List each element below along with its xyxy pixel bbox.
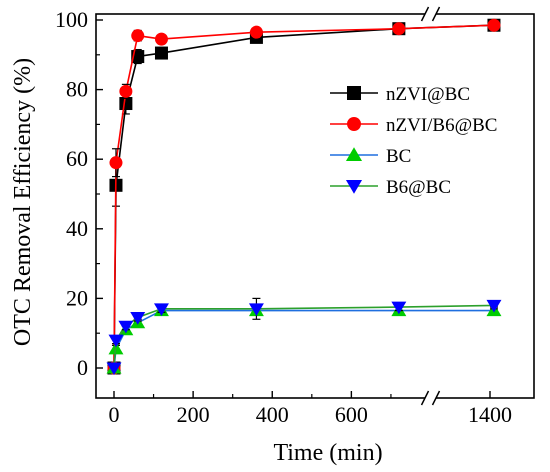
axis-break-mark (420, 6, 430, 22)
data-point (487, 18, 501, 32)
x-axis-title: Time (min) (273, 440, 382, 466)
data-point (109, 156, 123, 170)
x-tick-label: 600 (335, 402, 368, 427)
legend-entry-1: nZVI/B6@BC (330, 115, 497, 136)
legend: nZVI@BC nZVI/B6@BC BC B6@BC (330, 84, 497, 198)
y-tick-label: 0 (77, 355, 88, 380)
x-tick-label: 200 (177, 402, 210, 427)
data-point (106, 362, 122, 376)
axis-break-mark (431, 6, 441, 22)
series-3 (106, 297, 502, 376)
legend-marker (345, 147, 363, 161)
legend-label: nZVI/B6@BC (386, 115, 497, 136)
series-line (113, 24, 495, 369)
axis-break-mark (420, 390, 430, 406)
legend-marker (347, 86, 361, 100)
data-point (119, 97, 133, 111)
legend-marker (347, 117, 361, 131)
data-point (118, 320, 134, 334)
axis-break-gap (424, 6, 437, 22)
series-line (113, 24, 495, 369)
legend-label: B6@BC (386, 177, 451, 198)
legend-entry-0: nZVI@BC (330, 84, 470, 105)
data-point (486, 299, 502, 313)
x-tick-label: 0 (109, 402, 120, 427)
data-point (131, 29, 145, 43)
legend-label: BC (386, 146, 411, 167)
axis-break-gap (424, 390, 437, 406)
y-tick-label: 80 (66, 77, 88, 102)
legend-label: nZVI@BC (386, 84, 470, 105)
data-point (130, 312, 146, 325)
data-point (392, 22, 406, 36)
data-point (108, 334, 124, 348)
y-tick-label: 40 (66, 216, 88, 241)
legend-marker (345, 180, 363, 194)
y-tick-label: 60 (66, 146, 88, 171)
data-point (154, 303, 169, 316)
data-point (119, 84, 133, 98)
y-tick-label: 100 (55, 7, 88, 32)
data-point (154, 46, 168, 60)
legend-entry-3: B6@BC (330, 177, 451, 198)
y-axis-title: OTC Removal Efficiency (%) (10, 58, 36, 346)
data-point (391, 301, 407, 315)
axes-layer: 0 20 40 60 80 100 0 200 400 600 1400 (55, 6, 535, 427)
data-point (154, 32, 168, 46)
data-point (249, 25, 263, 39)
series-layer (106, 18, 502, 376)
x-tick-label: 1400 (468, 402, 512, 427)
y-tick-label: 20 (66, 285, 88, 310)
plot-frame (95, 13, 535, 399)
data-point (248, 303, 264, 316)
x-tick-label: 400 (256, 402, 289, 427)
legend-entry-2: BC (330, 146, 411, 167)
axis-break-mark (431, 390, 441, 406)
